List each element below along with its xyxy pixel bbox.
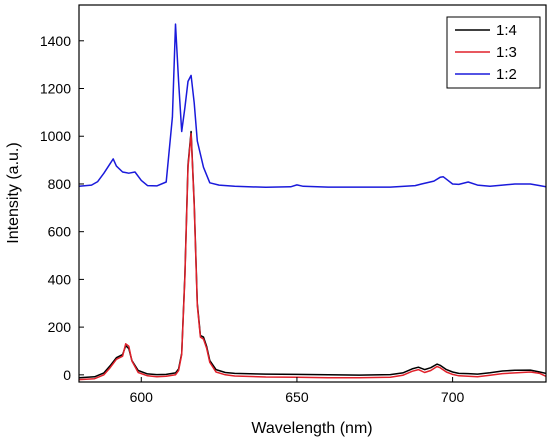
- plot-frame: [78, 4, 547, 383]
- y-tick-label: 600: [48, 224, 72, 240]
- series-group: [79, 23, 546, 381]
- x-tick-label: 600: [130, 389, 154, 405]
- y-axis-title: Intensity (a.u.): [5, 142, 22, 243]
- legend-box: [446, 16, 541, 89]
- y-tick-label: 400: [48, 271, 72, 287]
- y-tick-label: 1200: [40, 81, 71, 97]
- x-axis-title: Wavelength (nm): [251, 420, 372, 437]
- legend: 1:4 1:3 1:2: [446, 16, 541, 89]
- x-tick-label: 650: [285, 389, 309, 405]
- y-tick-label: 0: [63, 367, 71, 383]
- series-line-2: [79, 133, 546, 381]
- x-tick-label: 700: [441, 389, 465, 405]
- legend-label-2: 1:3: [496, 44, 517, 61]
- y-tick-label: 1400: [40, 33, 71, 49]
- x-axis: 600 650 700: [130, 377, 465, 405]
- y-axis: 0 200 400 600 800 1000 1200 1400: [40, 33, 84, 383]
- y-tick-label: 1000: [40, 128, 71, 144]
- legend-label-1: 1:4: [496, 22, 517, 39]
- legend-label-3: 1:2: [496, 66, 517, 83]
- y-tick-label: 200: [48, 319, 72, 335]
- y-tick-label: 800: [48, 176, 72, 192]
- series-line-3: [79, 23, 546, 189]
